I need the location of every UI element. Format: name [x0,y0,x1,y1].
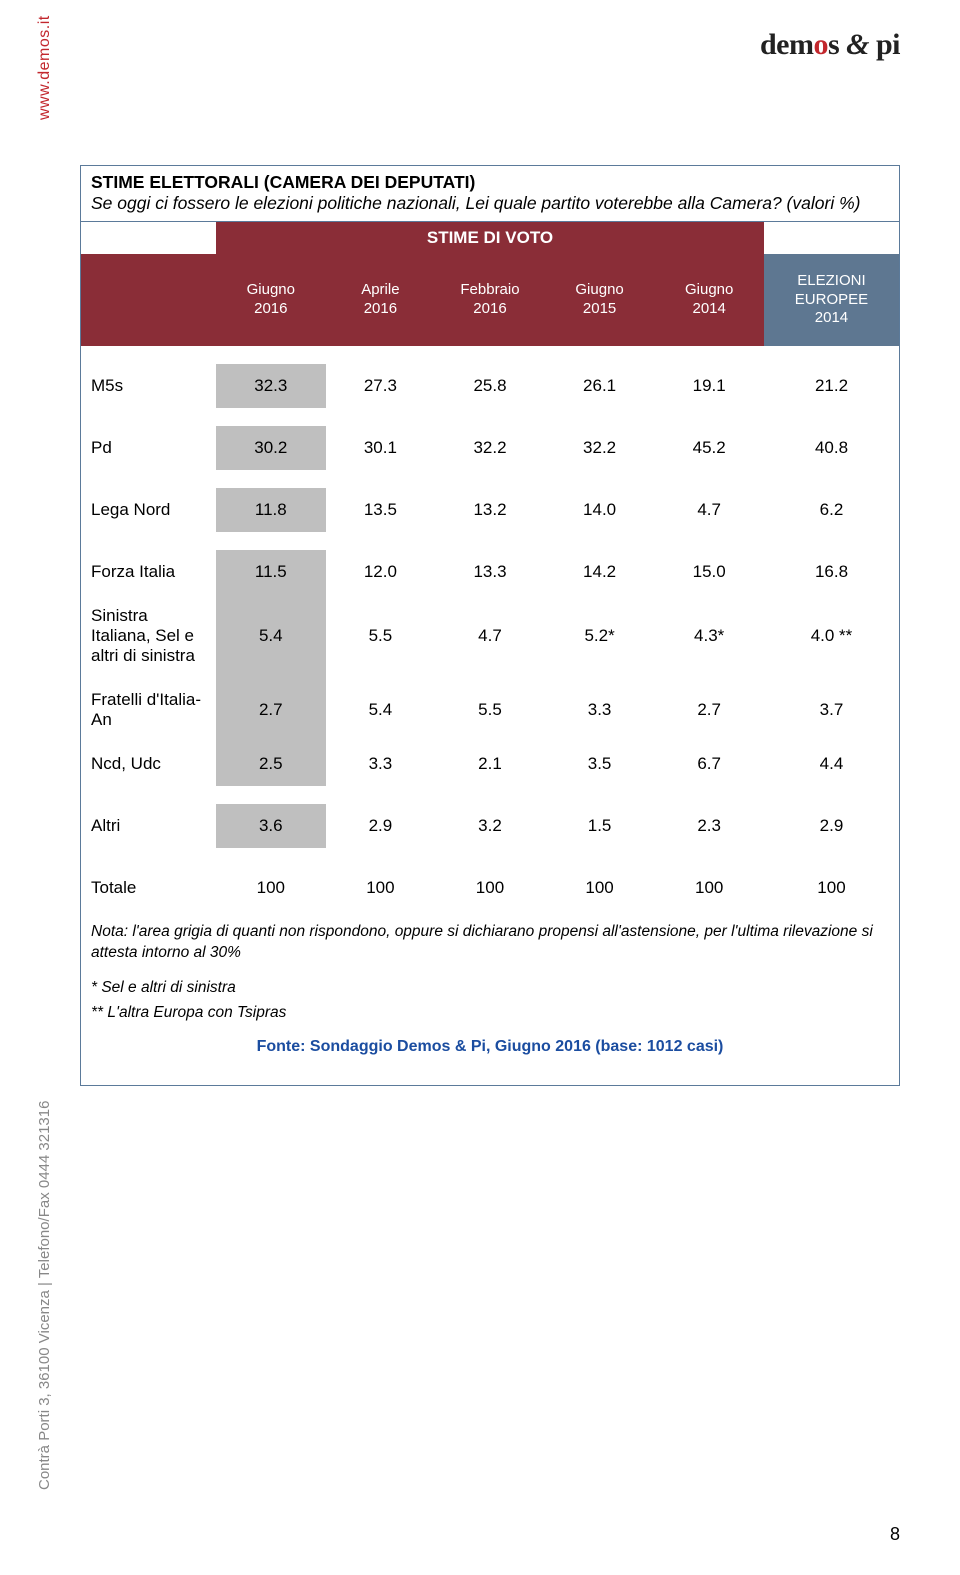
cell: 3.3 [545,678,655,742]
cell: 1.5 [545,804,655,848]
stime-row: STIME DI VOTO [81,222,899,254]
note-asterisk1: * Sel e altri di sinistra [91,978,889,999]
header-col: Giugno 2016 [216,254,326,346]
cell: 21.2 [764,364,899,408]
table-box: STIME ELETTORALI (CAMERA DEI DEPUTATI) S… [80,165,900,1086]
header-col: Giugno 2015 [545,254,655,346]
cell: 27.3 [326,364,436,408]
row-label: Lega Nord [81,488,216,532]
cell: 2.3 [654,804,764,848]
title-block: STIME ELETTORALI (CAMERA DEI DEPUTATI) S… [81,166,899,222]
row-label: Fratelli d'Italia-An [81,678,216,742]
row-label: Totale [81,866,216,910]
cell: 4.7 [435,594,545,678]
cell: 16.8 [764,550,899,594]
side-url: www.demos.it [36,15,54,120]
notes-block: Nota: l'area grigia di quanti non rispon… [81,910,899,1085]
table-row: Fratelli d'Italia-An2.75.45.53.32.73.7 [81,678,899,742]
cell: 2.7 [216,678,326,742]
cell: 100 [326,866,436,910]
cell: 13.2 [435,488,545,532]
page-number: 8 [890,1524,900,1545]
cell: 2.1 [435,742,545,786]
cell: 30.1 [326,426,436,470]
cell: 100 [654,866,764,910]
table-row: Altri3.62.93.21.52.32.9 [81,804,899,848]
row-label: Pd [81,426,216,470]
cell: 3.3 [326,742,436,786]
fonte-line: Fonte: Sondaggio Demos & Pi, Giugno 2016… [91,1028,889,1070]
header-col: Febbraio 2016 [435,254,545,346]
cell: 5.4 [326,678,436,742]
cell: 4.4 [764,742,899,786]
table-row: Forza Italia11.512.013.314.215.016.8 [81,550,899,594]
cell: 2.9 [326,804,436,848]
cell: 4.3* [654,594,764,678]
cell: 100 [764,866,899,910]
cell: 30.2 [216,426,326,470]
cell: 19.1 [654,364,764,408]
cell: 5.2* [545,594,655,678]
cell: 2.9 [764,804,899,848]
row-label: M5s [81,364,216,408]
cell: 100 [545,866,655,910]
brand-logo: demos & pi [760,28,900,62]
note-text: Nota: l'area grigia di quanti non rispon… [91,922,889,964]
cell: 3.2 [435,804,545,848]
table-row: Pd30.230.132.232.245.240.8 [81,426,899,470]
side-contact: Contrà Porti 3, 36100 Vicenza | Telefono… [36,1101,53,1490]
row-label: Ncd, Udc [81,742,216,786]
cell: 11.5 [216,550,326,594]
cell: 3.7 [764,678,899,742]
title-subtitle: Se oggi ci fossero le elezioni politiche… [91,193,889,215]
cell: 3.6 [216,804,326,848]
cell: 32.2 [435,426,545,470]
header-last: ELEZIONI EUROPEE 2014 [764,254,899,346]
cell: 13.3 [435,550,545,594]
cell: 45.2 [654,426,764,470]
cell: 6.2 [764,488,899,532]
cell: 5.4 [216,594,326,678]
note-asterisk2: ** L'altra Europa con Tsipras [91,1003,889,1024]
table-row: M5s32.327.325.826.119.121.2 [81,364,899,408]
cell: 2.5 [216,742,326,786]
data-table: M5s32.327.325.826.119.121.2Pd30.230.132.… [81,346,899,910]
cell: 5.5 [326,594,436,678]
cell: 6.7 [654,742,764,786]
cell: 32.2 [545,426,655,470]
table-row: Sinistra Italiana, Sel e altri di sinist… [81,594,899,678]
main-content: STIME ELETTORALI (CAMERA DEI DEPUTATI) S… [80,165,900,1086]
cell: 4.0 ** [764,594,899,678]
table-row: Lega Nord11.813.513.214.04.76.2 [81,488,899,532]
table-row: Totale100100100100100100 [81,866,899,910]
header-empty [81,254,216,346]
cell: 3.5 [545,742,655,786]
title-bold: STIME ELETTORALI (CAMERA DEI DEPUTATI) [91,172,889,193]
row-label: Altri [81,804,216,848]
cell: 5.5 [435,678,545,742]
row-label: Sinistra Italiana, Sel e altri di sinist… [81,594,216,678]
cell: 26.1 [545,364,655,408]
table-row: Ncd, Udc2.53.32.13.56.74.4 [81,742,899,786]
stime-label: STIME DI VOTO [216,222,764,254]
cell: 15.0 [654,550,764,594]
cell: 40.8 [764,426,899,470]
cell: 100 [435,866,545,910]
row-label: Forza Italia [81,550,216,594]
cell: 13.5 [326,488,436,532]
cell: 100 [216,866,326,910]
cell: 11.8 [216,488,326,532]
cell: 32.3 [216,364,326,408]
cell: 25.8 [435,364,545,408]
header-col: Aprile 2016 [326,254,436,346]
cell: 12.0 [326,550,436,594]
cell: 2.7 [654,678,764,742]
cell: 14.0 [545,488,655,532]
column-headers: Giugno 2016 Aprile 2016 Febbraio 2016 Gi… [81,254,899,346]
header-col: Giugno 2014 [654,254,764,346]
cell: 4.7 [654,488,764,532]
cell: 14.2 [545,550,655,594]
